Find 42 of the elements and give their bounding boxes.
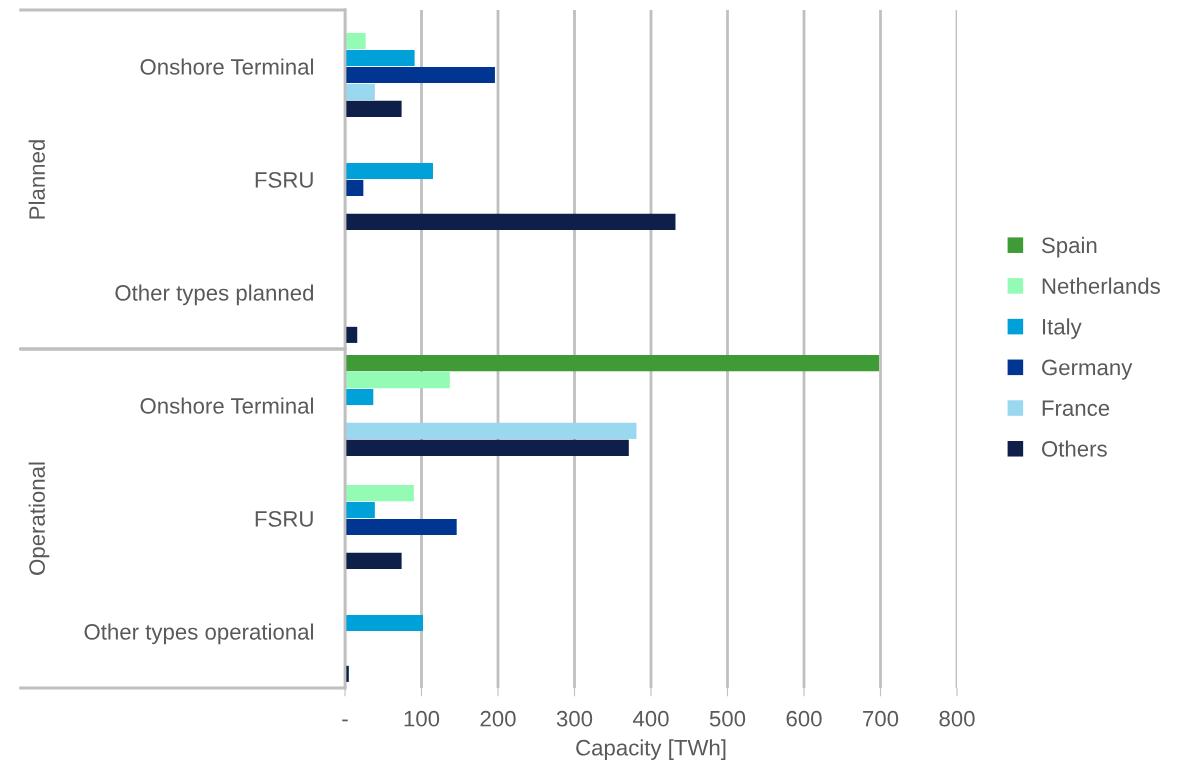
x-tick-label: 300 xyxy=(556,710,593,727)
bar xyxy=(345,518,457,536)
bar xyxy=(345,439,629,456)
bar xyxy=(345,66,495,84)
bar xyxy=(345,485,414,502)
x-axis-title: Capacity [TWh] xyxy=(576,739,726,760)
x-tick-label: 200 xyxy=(480,710,516,727)
bar xyxy=(345,33,366,50)
bar xyxy=(345,422,637,439)
bar xyxy=(345,355,879,372)
legend-label: Italy xyxy=(1042,318,1082,339)
bar xyxy=(345,372,450,389)
bar xyxy=(345,213,676,230)
y-tick-label: Onshore Terminal xyxy=(140,58,313,75)
legend-label: France xyxy=(1042,400,1110,417)
y-tick-label: Other types planned xyxy=(115,284,314,306)
y-tick-label: FSRU xyxy=(255,172,313,188)
bar xyxy=(345,100,402,117)
bar xyxy=(345,501,375,519)
text: Planned xyxy=(28,140,45,219)
x-tick-label: 600 xyxy=(786,710,822,727)
y-tick-label: FSRU xyxy=(255,511,313,527)
bar xyxy=(345,614,424,632)
x-tick-label: - xyxy=(342,719,348,722)
x-tick-label: 400 xyxy=(632,710,669,727)
bar xyxy=(345,83,375,100)
bar xyxy=(345,162,433,180)
x-tick-label: 800 xyxy=(939,710,975,727)
bar xyxy=(345,552,402,569)
bar xyxy=(345,388,374,406)
y-tick-label: Onshore Terminal xyxy=(140,397,313,414)
x-tick-label: 500 xyxy=(709,710,746,727)
legend-label: Netherlands xyxy=(1042,277,1160,294)
x-tick-label: 700 xyxy=(863,710,899,727)
bar xyxy=(345,49,415,67)
y-tick-label: Other types operational xyxy=(84,623,313,645)
legend-label: Others xyxy=(1041,440,1107,457)
text: Operational xyxy=(28,462,50,575)
legend-label: Germany xyxy=(1042,359,1133,380)
x-tick-label: 100 xyxy=(404,710,440,727)
bar xyxy=(345,179,364,197)
legend-label: Spain xyxy=(1041,236,1097,258)
